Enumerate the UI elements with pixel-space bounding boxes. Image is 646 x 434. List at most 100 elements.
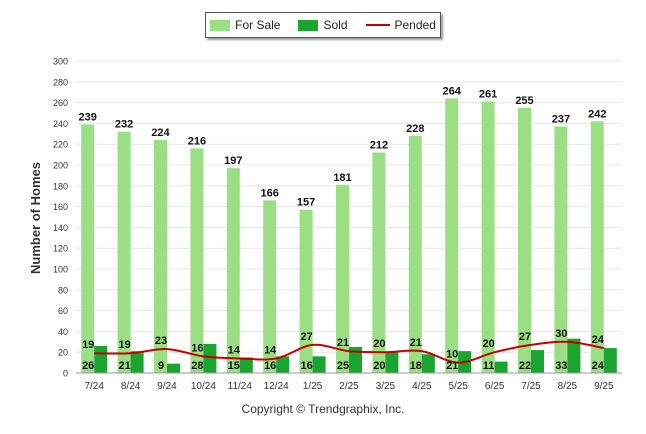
y-tick-label: 40 (58, 327, 68, 337)
pended-label: 24 (592, 334, 605, 346)
for-sale-bar (481, 101, 495, 373)
y-tick-label: 160 (53, 202, 68, 212)
sold-label: 26 (82, 360, 94, 372)
sold-label: 21 (118, 360, 130, 372)
legend-label-pended: Pended (394, 18, 436, 32)
legend-item-for-sale[interactable]: For Sale (210, 18, 280, 32)
sold-bar (385, 352, 399, 373)
sold-label: 22 (519, 360, 531, 372)
for-sale-label: 264 (443, 85, 462, 97)
legend-item-sold[interactable]: Sold (298, 18, 348, 32)
for-sale-label: 212 (370, 140, 388, 152)
sold-bar (167, 363, 180, 373)
sold-label: 28 (191, 360, 203, 372)
sold-bar (494, 361, 508, 373)
pended-line (94, 340, 604, 364)
y-tick-label: 100 (53, 265, 68, 275)
y-tick-label: 180 (53, 181, 68, 191)
x-tick-label: 3/25 (376, 381, 396, 392)
y-axis-title: Number of Homes (28, 162, 43, 274)
sold-label: 24 (592, 360, 605, 372)
sold-bar (312, 356, 326, 373)
y-tick-label: 140 (53, 223, 68, 233)
sold-swatch (298, 19, 319, 31)
for-sale-label: 232 (115, 119, 133, 131)
x-axis: 7/24 8/24 9/24 10/24 11/24 12/24 1/25 2/25 3/25 4… (76, 372, 622, 392)
for-sale-bar (263, 200, 277, 373)
sold-bar (349, 347, 362, 373)
for-sale-bar (408, 135, 422, 373)
for-sale-bar (190, 148, 204, 373)
for-sale-label: 261 (479, 89, 497, 101)
y-tick-label: 80 (58, 285, 68, 295)
pended-label: 27 (519, 331, 531, 343)
pended-label: 19 (82, 339, 94, 351)
sold-label: 18 (410, 360, 422, 372)
y-tick-label: 0 (63, 369, 68, 379)
pended-label: 20 (373, 338, 385, 350)
sold-label: 9 (158, 360, 164, 372)
for-sale-bar (226, 168, 240, 373)
for-sale-bar (336, 184, 349, 373)
x-tick-label: 8/24 (121, 381, 141, 392)
for-sale-label: 237 (552, 114, 570, 126)
legend: For Sale Sold Pended (205, 12, 441, 38)
x-tick-label: 10/24 (191, 381, 216, 392)
x-tick-label: 9/25 (594, 381, 614, 392)
legend-label-for-sale: For Sale (235, 18, 281, 32)
for-sale-label: 239 (79, 111, 97, 123)
for-sale-label: 181 (333, 172, 351, 184)
sold-label: 20 (373, 360, 385, 372)
for-sale-bar (590, 121, 604, 373)
sold-label: 11 (483, 360, 495, 372)
pended-label: 21 (337, 337, 349, 349)
y-tick-label: 240 (53, 119, 68, 129)
x-tick-label: 4/25 (412, 381, 432, 392)
sold-bar (567, 338, 581, 373)
pended-label: 27 (300, 331, 312, 343)
sold-bar (94, 345, 108, 373)
sold-label: 21 (446, 360, 458, 372)
pended-label: 16 (191, 342, 203, 354)
bars (81, 98, 617, 374)
pended-label: 19 (118, 339, 130, 351)
for-sale-bar (445, 98, 459, 373)
x-tick-label: 11/24 (228, 381, 253, 392)
pended-label: 14 (228, 344, 241, 356)
sold-bar (603, 348, 617, 373)
pended-label: 20 (482, 338, 494, 350)
legend-label-sold: Sold (323, 18, 348, 32)
sold-bar (531, 350, 544, 373)
sold-bar (276, 356, 290, 373)
for-sale-bar (117, 131, 131, 373)
sold-bar (203, 343, 217, 373)
for-sale-label: 216 (188, 135, 206, 147)
x-tick-label: 2/25 (339, 381, 359, 392)
y-tick-label: 120 (53, 244, 68, 254)
pended-label: 14 (264, 344, 277, 356)
y-tick-label: 20 (58, 348, 68, 358)
pended-label: 30 (555, 328, 567, 340)
for-sale-label: 228 (406, 123, 424, 135)
x-tick-label: 8/25 (558, 381, 578, 392)
data-labels: 239 26 19 232 21 19 224 9 23 216 28 16 197 15 14 166 16 1… (79, 85, 607, 372)
y-tick-label: 60 (58, 306, 68, 316)
for-sale-bar (518, 107, 531, 374)
sold-label: 16 (264, 360, 276, 372)
x-tick-label: 6/25 (485, 381, 505, 392)
pended-label: 23 (155, 335, 167, 347)
pended-line-group (94, 340, 604, 364)
pended-swatch (365, 24, 390, 26)
for-sale-label: 157 (297, 197, 315, 209)
y-axis: 0 20 40 60 80 100 120 140 160 180 200 220 240 260 280 3… (53, 57, 68, 379)
sold-bar (239, 357, 253, 373)
y-tick-label: 220 (53, 140, 68, 150)
sold-bar (421, 354, 435, 373)
x-tick-label: 7/25 (521, 381, 541, 392)
for-sale-bar (554, 126, 568, 374)
sold-label: 16 (300, 360, 312, 372)
legend-item-pended[interactable]: Pended (365, 18, 436, 32)
for-sale-bar (299, 209, 313, 373)
copyright: Copyright © Trendgraphix, Inc. (241, 402, 405, 416)
